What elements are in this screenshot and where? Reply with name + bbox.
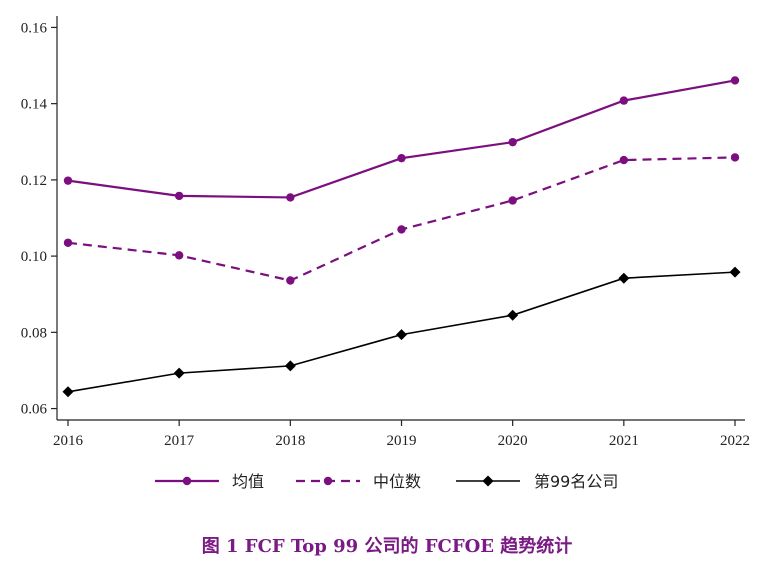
y-tick-label: 0.06 bbox=[21, 402, 48, 418]
data-point bbox=[730, 153, 740, 162]
data-point bbox=[62, 386, 74, 398]
data-point bbox=[396, 329, 407, 341]
data-point bbox=[507, 309, 519, 321]
legend-marker bbox=[482, 475, 494, 487]
axes: 0.06 0.08 0.10 0.12 0.14 0.16 2016 2017 2018 2019… bbox=[21, 16, 750, 449]
data-point bbox=[729, 266, 741, 278]
series-line bbox=[67, 156, 736, 282]
data-point bbox=[508, 137, 517, 147]
legend-marker bbox=[182, 476, 192, 486]
data-point bbox=[63, 238, 73, 247]
data-point bbox=[174, 191, 184, 201]
data-point bbox=[174, 251, 184, 260]
data-point bbox=[173, 367, 185, 379]
series-3 bbox=[62, 266, 741, 398]
series-layer bbox=[62, 76, 741, 398]
data-point bbox=[286, 276, 295, 285]
x-tick-label: 2020 bbox=[498, 433, 528, 449]
legend-label: 中位数 bbox=[373, 472, 421, 491]
y-tick-label: 0.16 bbox=[21, 20, 48, 36]
data-point bbox=[397, 225, 406, 234]
data-point bbox=[284, 360, 296, 372]
legend-item-3: 第99名公司 bbox=[456, 472, 618, 491]
y-tick-label: 0.08 bbox=[21, 325, 47, 341]
legend: 均值 中位数 第99名公司 bbox=[155, 472, 618, 491]
y-tick-label: 0.12 bbox=[21, 173, 47, 189]
x-tick-label: 2019 bbox=[387, 433, 417, 449]
figure-caption: 图 1 FCF Top 99 公司的 FCFOE 趋势统计 bbox=[201, 536, 573, 557]
series-2 bbox=[63, 153, 740, 285]
data-point bbox=[286, 193, 295, 202]
x-tick-label: 2022 bbox=[720, 433, 750, 449]
series-1 bbox=[63, 76, 740, 202]
y-tick-label: 0.10 bbox=[21, 249, 47, 265]
data-point bbox=[618, 272, 630, 284]
legend-item-1: 均值 bbox=[155, 472, 264, 491]
y-tick-label: 0.14 bbox=[21, 97, 48, 113]
data-point bbox=[63, 176, 73, 185]
series-line bbox=[67, 79, 736, 199]
x-tick-label: 2021 bbox=[609, 433, 639, 449]
data-point bbox=[397, 153, 406, 163]
x-tick-label: 2016 bbox=[53, 433, 84, 449]
data-point bbox=[508, 196, 517, 205]
data-point bbox=[619, 96, 629, 105]
line-chart: 0.06 0.08 0.10 0.12 0.14 0.16 2016 2017 2018 2019… bbox=[21, 16, 750, 491]
legend-label: 第99名公司 bbox=[534, 472, 618, 491]
legend-item-2: 中位数 bbox=[296, 472, 421, 491]
x-tick-label: 2017 bbox=[164, 433, 195, 449]
legend-label: 均值 bbox=[232, 472, 264, 491]
data-point bbox=[730, 76, 740, 85]
data-point bbox=[619, 155, 629, 165]
x-tick-label: 2018 bbox=[275, 433, 305, 449]
legend-marker bbox=[323, 476, 333, 486]
